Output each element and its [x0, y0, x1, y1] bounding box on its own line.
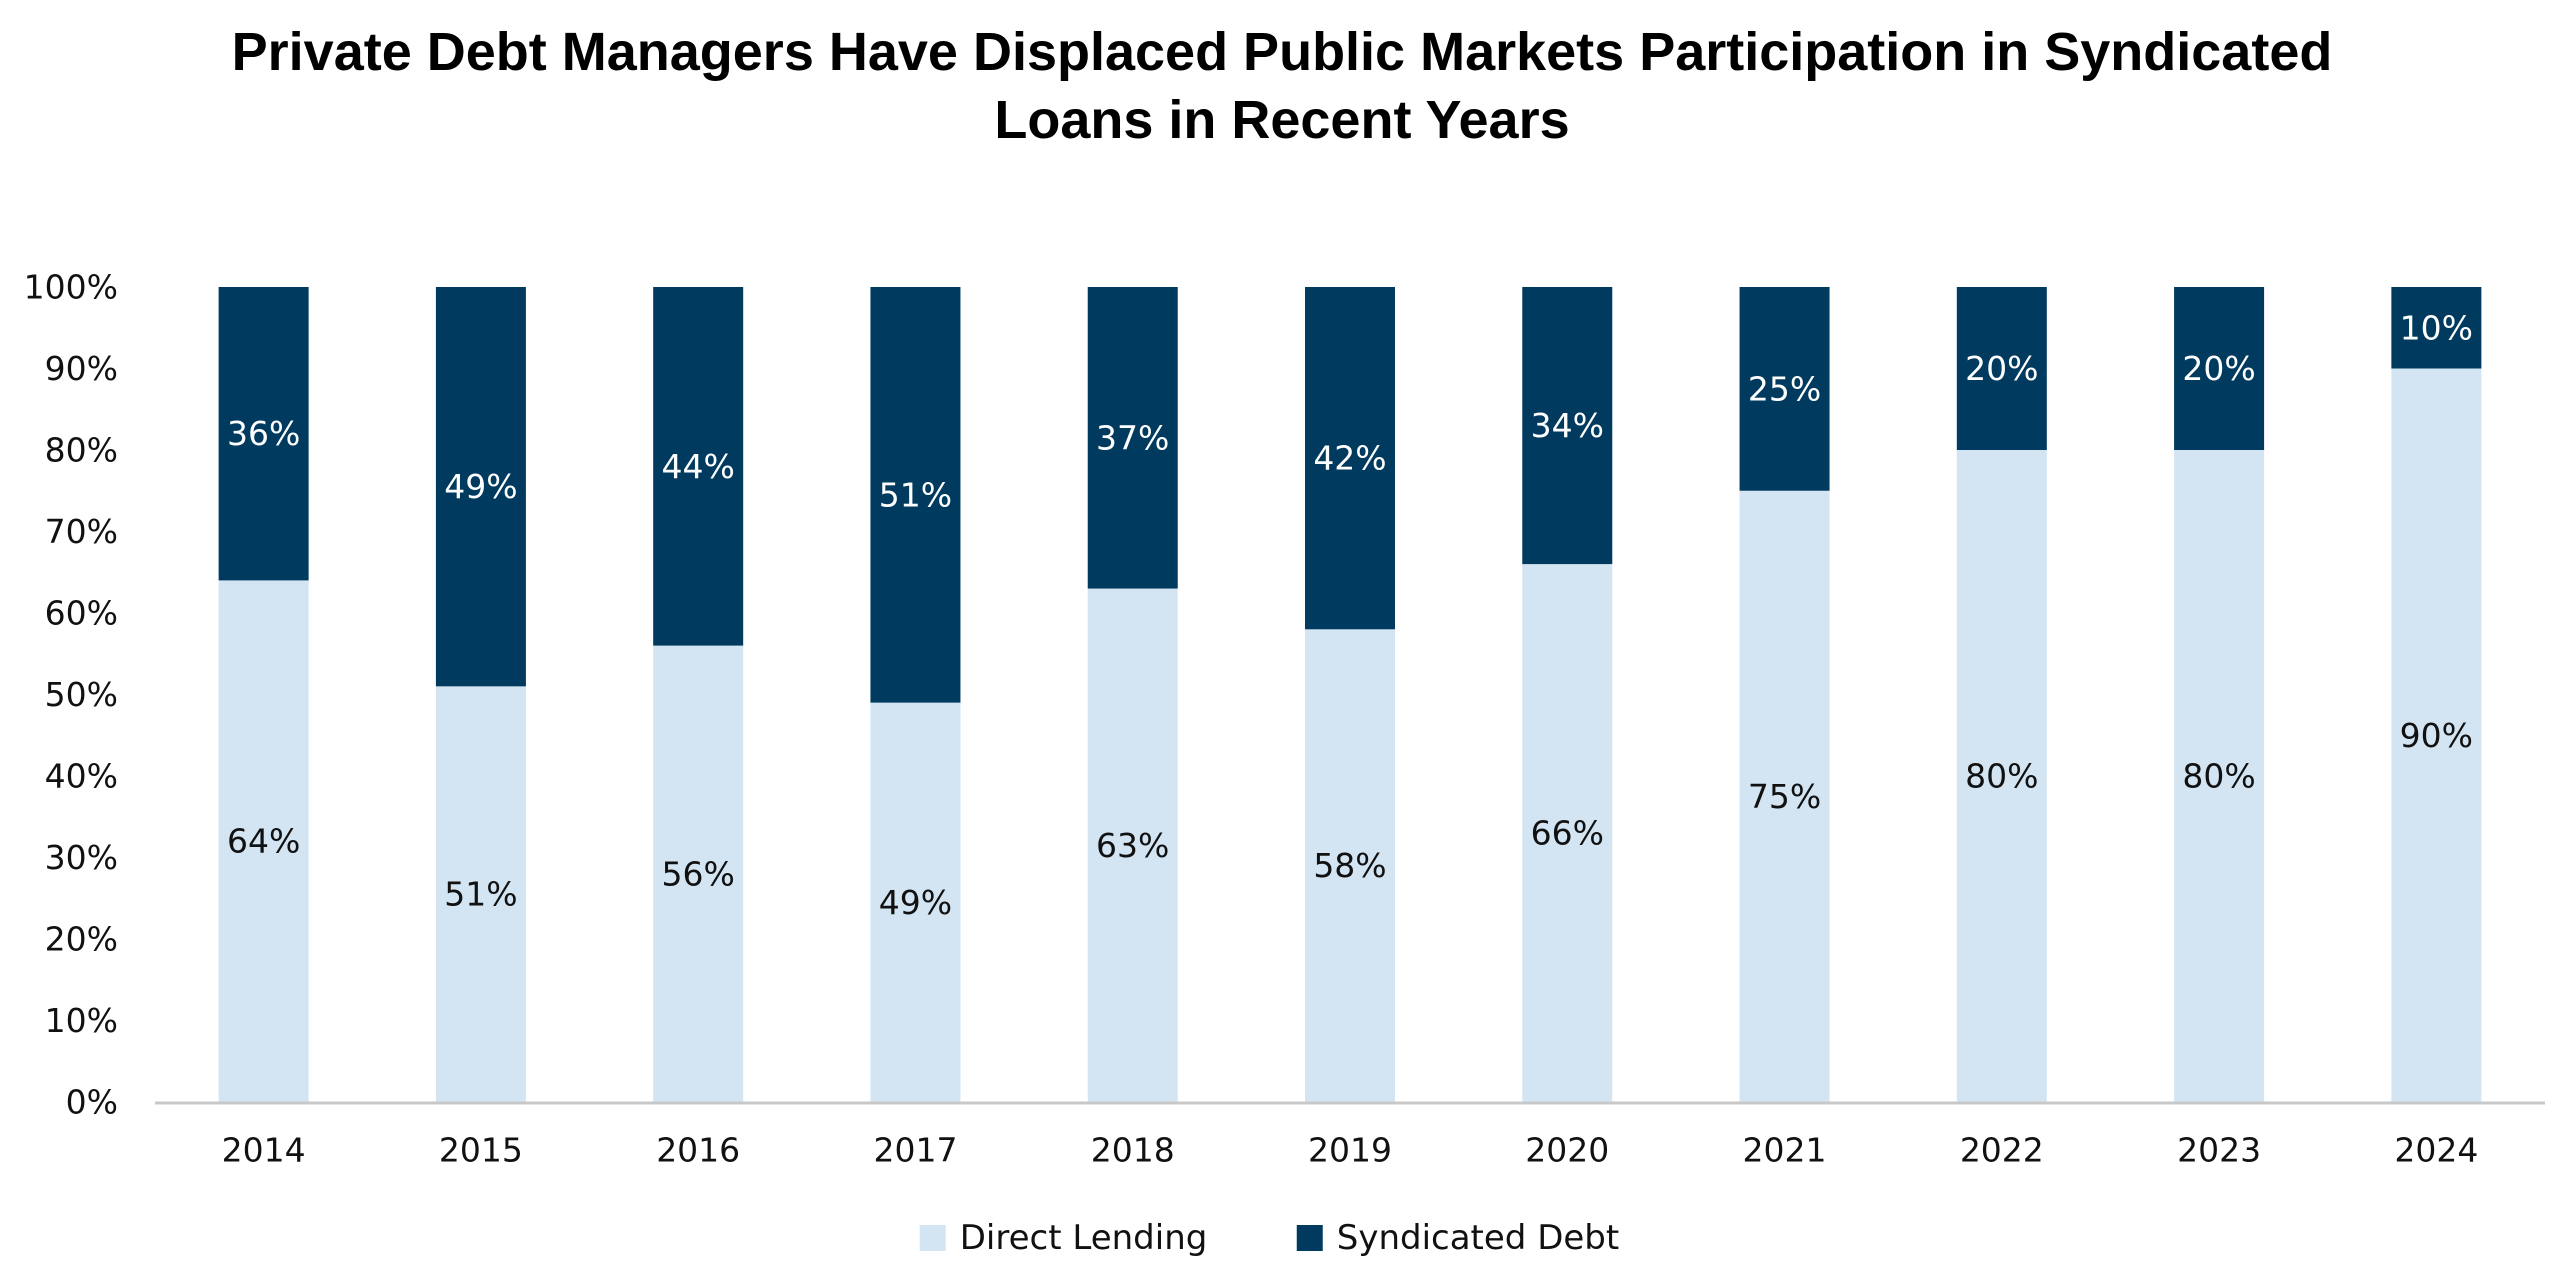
x-tick-label: 2024 [2394, 1131, 2478, 1170]
bar-segment [1305, 287, 1395, 630]
y-tick-label: 50% [45, 675, 118, 714]
x-tick-label: 2016 [656, 1131, 740, 1170]
data-label: 58% [1313, 846, 1386, 885]
y-tick-label: 70% [45, 512, 118, 551]
data-label: 66% [1531, 814, 1604, 853]
bar-segment [1739, 490, 1830, 1102]
y-tick-label: 60% [45, 594, 118, 633]
data-label: 51% [444, 875, 517, 914]
bar-segment [435, 686, 526, 1102]
data-label: 36% [227, 414, 300, 453]
data-label: 49% [879, 883, 952, 922]
bar-segment [1522, 287, 1613, 565]
data-label: 44% [662, 447, 735, 486]
bar-segment [1956, 450, 2047, 1102]
x-tick-label: 2018 [1091, 1131, 1175, 1170]
legend-swatch [919, 1225, 946, 1251]
bar-segment [2391, 287, 2482, 369]
chart-title-line-2: Loans in Recent Years [994, 90, 1570, 150]
bar-segment [870, 702, 961, 1102]
legend-label: Syndicated Debt [1337, 1218, 1619, 1258]
legend-label: Direct Lending [960, 1218, 1208, 1258]
bar-segment [2174, 450, 2265, 1102]
x-tick-label: 2021 [1743, 1131, 1827, 1170]
y-tick-label: 30% [45, 838, 118, 877]
y-tick-label: 10% [45, 1001, 118, 1040]
data-label: 49% [444, 467, 517, 506]
x-tick-label: 2022 [1960, 1131, 2044, 1170]
bar-segment [1087, 588, 1178, 1102]
y-tick-label: 40% [45, 757, 118, 796]
data-label: 64% [227, 822, 300, 861]
bar-segment [1956, 287, 2047, 450]
x-tick-label: 2015 [439, 1131, 523, 1170]
data-label: 20% [2182, 349, 2255, 388]
legend-swatch [1296, 1225, 1323, 1251]
y-tick-label: 20% [45, 920, 118, 959]
x-tick-label: 2019 [1308, 1131, 1392, 1170]
bar-segment [1087, 287, 1178, 589]
bar-segment [870, 287, 961, 703]
data-label: 42% [1313, 439, 1386, 478]
bar-segment [1305, 629, 1395, 1102]
x-tick-label: 2017 [873, 1131, 957, 1170]
x-tick-label: 2020 [1525, 1131, 1609, 1170]
bar-segment [1739, 287, 1830, 491]
data-label: 51% [879, 475, 952, 514]
data-label: 37% [1096, 418, 1169, 457]
bar-segment [653, 287, 744, 646]
x-tick-label: 2023 [2177, 1131, 2261, 1170]
chart-title: Private Debt Managers Have Displaced Pub… [0, 18, 2564, 154]
y-tick-label: 100% [24, 268, 118, 307]
data-label: 10% [2400, 308, 2473, 347]
bar-segment [218, 287, 309, 581]
chart-title-line-1: Private Debt Managers Have Displaced Pub… [231, 22, 2333, 82]
bar-segment [2391, 368, 2482, 1102]
data-label: 90% [2400, 716, 2473, 755]
x-tick-label: 2014 [222, 1131, 306, 1170]
y-tick-label: 90% [45, 349, 118, 388]
data-label: 34% [1531, 406, 1604, 445]
data-label: 80% [2182, 757, 2255, 796]
data-label: 75% [1748, 777, 1821, 816]
data-label: 80% [1965, 757, 2038, 796]
y-tick-label: 0% [66, 1083, 118, 1122]
bar-segment [653, 645, 744, 1102]
data-label: 25% [1748, 369, 1821, 408]
data-label: 63% [1096, 826, 1169, 865]
data-label: 20% [1965, 349, 2038, 388]
bar-segment [435, 287, 526, 687]
bar-segment [2174, 287, 2265, 450]
bar-segment [1522, 564, 1613, 1102]
bar-segment [218, 580, 309, 1102]
data-label: 56% [662, 854, 735, 893]
y-tick-label: 80% [45, 431, 118, 470]
